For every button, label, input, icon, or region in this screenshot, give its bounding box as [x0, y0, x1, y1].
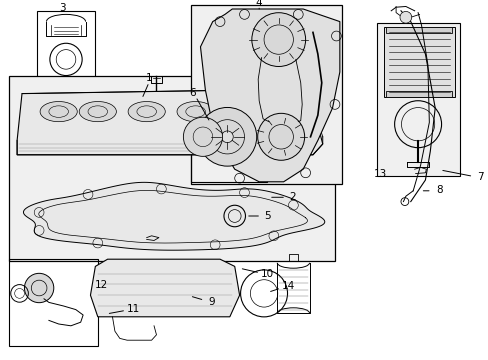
- Ellipse shape: [40, 102, 77, 122]
- Bar: [386, 91, 451, 97]
- Circle shape: [251, 13, 305, 67]
- Polygon shape: [200, 9, 339, 182]
- Bar: [190, 5, 342, 184]
- Bar: [190, 94, 266, 182]
- Polygon shape: [17, 90, 322, 155]
- Text: 8: 8: [435, 185, 442, 195]
- Text: 5: 5: [264, 211, 271, 221]
- Circle shape: [24, 273, 54, 303]
- Bar: [376, 23, 459, 176]
- Bar: [386, 27, 451, 33]
- Text: 2: 2: [288, 192, 295, 202]
- Ellipse shape: [128, 102, 165, 122]
- Text: 12: 12: [95, 280, 108, 291]
- Text: 11: 11: [126, 304, 140, 314]
- Ellipse shape: [250, 102, 287, 122]
- Bar: [383, 27, 454, 97]
- Text: 14: 14: [281, 281, 295, 291]
- Circle shape: [399, 12, 411, 23]
- Text: 10: 10: [261, 269, 273, 279]
- Bar: [37, 11, 95, 77]
- Circle shape: [183, 117, 222, 156]
- Circle shape: [198, 107, 256, 166]
- Text: 13: 13: [373, 169, 386, 179]
- Ellipse shape: [177, 102, 214, 122]
- Text: 4: 4: [255, 0, 262, 8]
- Text: 7: 7: [476, 172, 483, 183]
- Circle shape: [257, 113, 304, 160]
- Ellipse shape: [79, 102, 116, 122]
- Polygon shape: [90, 259, 239, 317]
- Polygon shape: [23, 182, 324, 250]
- Circle shape: [221, 131, 233, 143]
- Text: 3: 3: [59, 3, 66, 13]
- Text: 1: 1: [145, 73, 152, 84]
- Text: 6: 6: [188, 88, 195, 98]
- Text: 9: 9: [207, 297, 214, 307]
- Bar: [9, 259, 98, 346]
- Bar: [9, 76, 334, 261]
